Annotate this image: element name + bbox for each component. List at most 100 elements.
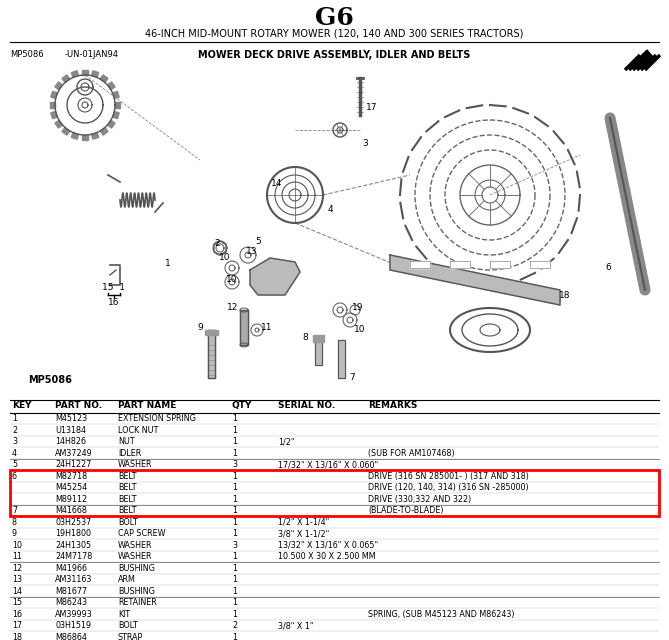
- Text: 9: 9: [12, 529, 17, 538]
- Text: 12: 12: [12, 564, 22, 573]
- Text: (SUB FOR AM107468): (SUB FOR AM107468): [368, 449, 455, 458]
- Text: 46-INCH MID-MOUNT ROTARY MOWER (120, 140 AND 300 SERIES TRACTORS): 46-INCH MID-MOUNT ROTARY MOWER (120, 140…: [145, 29, 523, 39]
- Text: MP5086: MP5086: [10, 50, 43, 59]
- Text: 5: 5: [255, 237, 261, 246]
- Text: IDLER: IDLER: [118, 449, 141, 458]
- Text: 10: 10: [355, 326, 366, 335]
- Text: KIT: KIT: [118, 610, 130, 619]
- Polygon shape: [315, 340, 322, 365]
- Text: 5: 5: [12, 460, 17, 469]
- Text: 2: 2: [214, 239, 220, 248]
- Polygon shape: [100, 75, 108, 83]
- Polygon shape: [82, 70, 88, 75]
- Text: PART NAME: PART NAME: [118, 401, 177, 410]
- Polygon shape: [72, 71, 78, 77]
- Text: 1: 1: [232, 426, 237, 435]
- Text: 1: 1: [232, 564, 237, 573]
- Text: 17: 17: [12, 621, 22, 630]
- Text: KEY: KEY: [12, 401, 31, 410]
- Text: DRIVE (330,332 AND 322): DRIVE (330,332 AND 322): [368, 495, 471, 504]
- Text: M45123: M45123: [55, 414, 87, 423]
- Text: 13: 13: [246, 248, 258, 257]
- Polygon shape: [112, 92, 119, 99]
- Text: 10: 10: [219, 253, 231, 262]
- Text: 18: 18: [12, 633, 22, 640]
- Polygon shape: [108, 120, 115, 128]
- Text: 1: 1: [232, 529, 237, 538]
- Text: M86243: M86243: [55, 598, 87, 607]
- Text: M41966: M41966: [55, 564, 87, 573]
- Polygon shape: [55, 82, 62, 90]
- Text: CAP SCREW: CAP SCREW: [118, 529, 165, 538]
- Text: 10: 10: [226, 275, 237, 285]
- Text: 1: 1: [232, 449, 237, 458]
- Text: 1: 1: [232, 483, 237, 492]
- Text: REMARKS: REMARKS: [368, 401, 417, 410]
- Text: 1: 1: [232, 506, 237, 515]
- Text: (BLADE-TO-BLADE): (BLADE-TO-BLADE): [368, 506, 444, 515]
- Polygon shape: [450, 261, 470, 268]
- Text: 3/8" X 1-1/2": 3/8" X 1-1/2": [278, 529, 329, 538]
- Text: 1: 1: [232, 598, 237, 607]
- Polygon shape: [313, 335, 324, 342]
- Text: SERIAL NO.: SERIAL NO.: [278, 401, 335, 410]
- Text: BOLT: BOLT: [118, 518, 138, 527]
- Text: 03H2537: 03H2537: [55, 518, 91, 527]
- Polygon shape: [115, 102, 120, 108]
- Text: M81677: M81677: [55, 587, 87, 596]
- Polygon shape: [240, 310, 248, 345]
- Text: 7: 7: [12, 506, 17, 515]
- Text: WASHER: WASHER: [118, 541, 153, 550]
- Text: SPRING, (SUB M45123 AND M86243): SPRING, (SUB M45123 AND M86243): [368, 610, 514, 619]
- Text: 4: 4: [12, 449, 17, 458]
- Text: 3/8" X 1": 3/8" X 1": [278, 621, 314, 630]
- Text: 9: 9: [197, 323, 203, 333]
- Polygon shape: [72, 132, 78, 140]
- Text: DRIVE (120, 140, 314) (316 SN -285000): DRIVE (120, 140, 314) (316 SN -285000): [368, 483, 529, 492]
- Text: MOWER DECK DRIVE ASSEMBLY, IDLER AND BELTS: MOWER DECK DRIVE ASSEMBLY, IDLER AND BEL…: [198, 50, 470, 60]
- Text: ARM: ARM: [118, 575, 136, 584]
- Text: 24M7178: 24M7178: [55, 552, 92, 561]
- Text: 4: 4: [327, 205, 332, 214]
- Text: 13: 13: [12, 575, 22, 584]
- Bar: [10, 470, 659, 516]
- Text: 10: 10: [12, 541, 22, 550]
- Text: PART NO.: PART NO.: [55, 401, 102, 410]
- Text: 1: 1: [232, 414, 237, 423]
- Text: 3: 3: [232, 541, 237, 550]
- Text: U13184: U13184: [55, 426, 86, 435]
- Text: 16: 16: [108, 298, 120, 307]
- Text: 3: 3: [232, 460, 237, 469]
- Text: EXTENSION SPRING: EXTENSION SPRING: [118, 414, 196, 423]
- Polygon shape: [50, 102, 55, 108]
- Text: 1: 1: [232, 575, 237, 584]
- Text: M86864: M86864: [55, 633, 87, 640]
- Text: G6: G6: [314, 6, 353, 30]
- Text: 1: 1: [232, 437, 237, 446]
- Text: BOLT: BOLT: [118, 621, 138, 630]
- Text: 1: 1: [232, 495, 237, 504]
- Text: 17: 17: [366, 104, 378, 113]
- Text: RETAINER: RETAINER: [118, 598, 157, 607]
- Text: DRIVE (316 SN 285001- ) (317 AND 318): DRIVE (316 SN 285001- ) (317 AND 318): [368, 472, 529, 481]
- Text: 15  1: 15 1: [102, 283, 126, 292]
- Text: 13/32" X 13/16" X 0.065": 13/32" X 13/16" X 0.065": [278, 541, 378, 550]
- Polygon shape: [637, 50, 655, 60]
- Text: 11: 11: [262, 323, 273, 332]
- Text: AM39993: AM39993: [55, 610, 93, 619]
- Text: 8: 8: [12, 518, 17, 527]
- Text: 16: 16: [12, 610, 22, 619]
- Text: 1: 1: [232, 610, 237, 619]
- Text: 1/2": 1/2": [278, 437, 294, 446]
- Text: BUSHING: BUSHING: [118, 587, 155, 596]
- Text: AM31163: AM31163: [55, 575, 92, 584]
- Text: 1: 1: [232, 518, 237, 527]
- Text: 12: 12: [227, 303, 239, 312]
- Text: 6: 6: [605, 264, 611, 273]
- Text: 7: 7: [349, 374, 355, 383]
- Text: 1: 1: [165, 259, 171, 269]
- Text: MP5086: MP5086: [28, 375, 72, 385]
- Text: 17/32" X 13/16" X 0.060": 17/32" X 13/16" X 0.060": [278, 460, 378, 469]
- Text: M41668: M41668: [55, 506, 87, 515]
- Text: 14H826: 14H826: [55, 437, 86, 446]
